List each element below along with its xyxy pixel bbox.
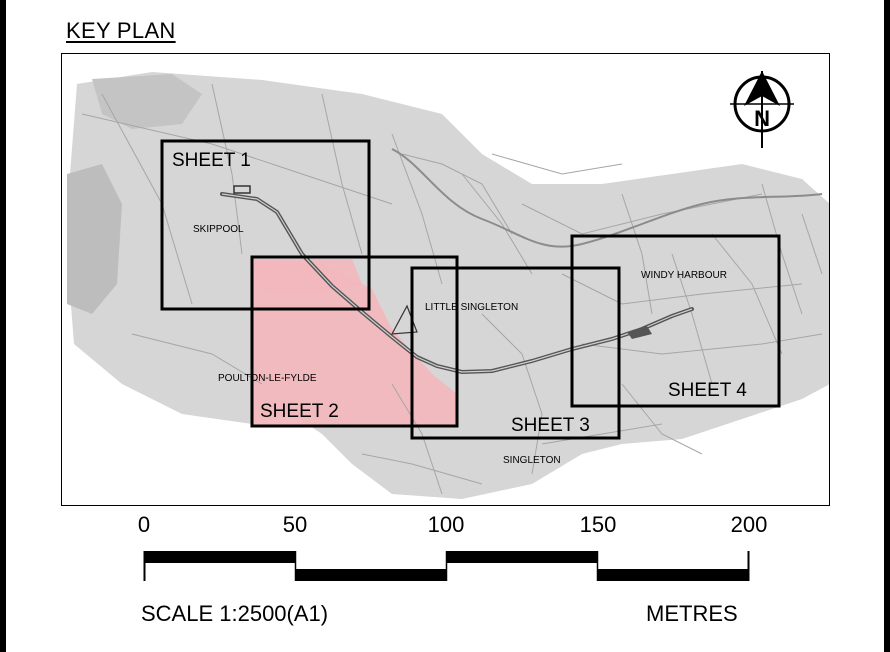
scale-tick-150: 150	[579, 512, 617, 537]
dense-area-north	[92, 74, 202, 129]
north-letter: N	[754, 106, 770, 131]
north-arrow-icon: N	[730, 71, 794, 148]
river	[391, 148, 823, 248]
scale-segment-3	[446, 551, 598, 563]
place-skippool: SKIPPOOL	[193, 224, 244, 235]
place-windy-harbour: WINDY HARBOUR	[641, 270, 727, 281]
street-network	[81, 83, 823, 495]
key-plan-map: SHEET 1 SHEET 2 SHEET 3 SHEET 4 SKIPPOOL…	[61, 53, 830, 506]
unit-label: METRES	[646, 601, 738, 626]
sheet-1-label: SHEET 1	[172, 150, 251, 171]
scale-tick-100: 100	[427, 512, 465, 537]
scale-tick-200: 200	[730, 512, 768, 537]
sheet-3-label: SHEET 3	[511, 415, 590, 436]
page-border-left	[0, 0, 6, 652]
highlighted-area	[252, 259, 457, 426]
sheet-3-frame	[410, 266, 621, 440]
dense-area-west	[67, 164, 122, 314]
map-canvas: SHEET 1 SHEET 2 SHEET 3 SHEET 4 SKIPPOOL…	[67, 71, 829, 499]
junction-windy-harbour	[627, 326, 652, 339]
key-plan-title: KEY PLAN	[66, 18, 176, 43]
scale-segment-2	[295, 569, 446, 581]
scale-tick-0: 0	[137, 512, 151, 537]
place-little-singleton: LITTLE SINGLETON	[425, 302, 518, 313]
built-up-area	[67, 72, 829, 499]
highlighted-area-north	[252, 259, 362, 294]
scale-label: SCALE 1:2500(A1)	[141, 601, 329, 626]
scale-segment-4	[598, 569, 749, 581]
bypass-road-center	[221, 193, 693, 373]
junction-skippool	[233, 185, 251, 194]
place-singleton: SINGLETON	[503, 455, 561, 466]
scale-tick-50: 50	[282, 512, 308, 537]
scale-segment-1	[144, 551, 295, 563]
place-poulton: POULTON-LE-FYLDE	[218, 373, 317, 384]
sheet-2-label: SHEET 2	[260, 401, 339, 422]
sheet-4-frame	[570, 234, 781, 408]
sheet-2-frame	[250, 255, 459, 428]
sheet-1-frame	[160, 139, 371, 311]
sheet-4-label: SHEET 4	[668, 380, 747, 401]
page-border-right	[884, 0, 890, 652]
